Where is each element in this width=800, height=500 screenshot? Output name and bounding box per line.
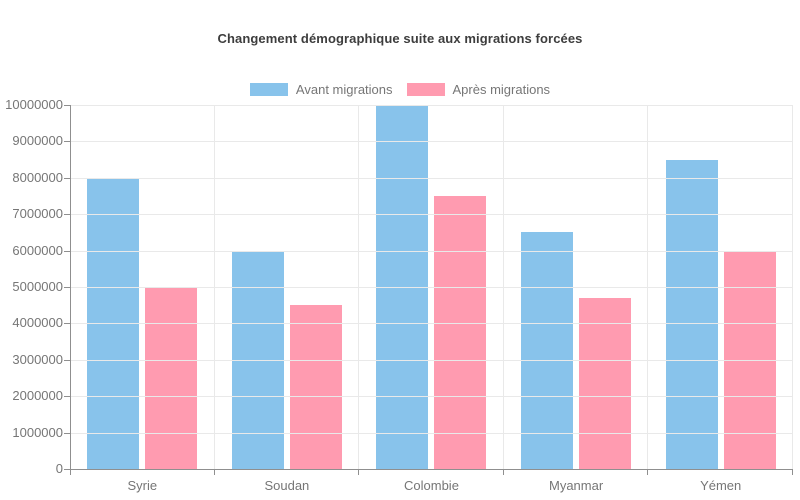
gridline-horizontal	[70, 359, 793, 361]
bar-avant-migrations-myanmar[interactable]	[521, 232, 574, 469]
x-axis-label-myanmar: Myanmar	[549, 478, 604, 493]
y-axis-label: 8000000	[12, 169, 63, 185]
x-tick-mark	[502, 469, 504, 475]
bar-group-myanmar	[504, 105, 649, 469]
x-axis-label-colombie: Colombie	[404, 478, 459, 493]
y-tick-mark	[64, 323, 70, 325]
y-axis-label: 4000000	[12, 315, 63, 331]
legend-label-avant-migrations: Avant migrations	[295, 82, 393, 97]
gridline-horizontal	[70, 287, 793, 288]
legend-label-apres-migrations: Après migrations	[452, 82, 551, 97]
gridline-horizontal	[70, 214, 793, 216]
y-tick-mark	[64, 214, 70, 216]
gridline-vertical	[792, 105, 793, 469]
gridline-vertical	[647, 105, 649, 469]
gridline-vertical	[358, 105, 360, 469]
gridline-vertical	[502, 105, 504, 469]
y-axis-label: 7000000	[12, 206, 63, 222]
y-tick-mark	[64, 250, 70, 252]
gridline-horizontal	[70, 432, 793, 434]
bar-avant-migrations-yemen[interactable]	[665, 159, 718, 469]
x-axis-label-yemen: Yémen	[700, 478, 742, 493]
y-tick-mark	[64, 287, 70, 288]
legend-item-apres-migrations[interactable]: Après migrations	[406, 82, 551, 97]
chart-title: Changement démographique suite aux migra…	[217, 31, 583, 46]
gridline-horizontal	[70, 177, 793, 179]
gridline-horizontal	[70, 396, 793, 398]
y-axis-label: 10000000	[5, 97, 63, 112]
bar-apres-migrations-syrie[interactable]	[145, 287, 198, 469]
legend: Avant migrations Après migrations	[0, 82, 800, 97]
x-axis-label-soudan: Soudan	[264, 478, 310, 493]
y-axis-label: 3000000	[12, 351, 63, 367]
bar-apres-migrations-colombie[interactable]	[434, 196, 487, 469]
y-tick-mark	[64, 432, 70, 434]
bar-apres-migrations-soudan[interactable]	[289, 305, 342, 469]
x-tick-mark	[70, 469, 71, 475]
x-tick-mark	[792, 469, 793, 475]
y-axis-label: 6000000	[12, 242, 63, 258]
y-tick-mark	[64, 141, 70, 143]
legend-item-avant-migrations[interactable]: Avant migrations	[249, 82, 393, 97]
x-tick-mark	[647, 469, 649, 475]
y-axis-line	[70, 105, 71, 469]
plot-area: Syrie Soudan Colombie Myanmar Yémen 0 1000000 2…	[5, 97, 793, 493]
y-axis-label: 1000000	[12, 424, 63, 440]
bar-apres-migrations-myanmar[interactable]	[579, 297, 632, 469]
gridline-vertical	[213, 105, 215, 469]
y-tick-mark	[64, 359, 70, 361]
y-axis-label: 9000000	[12, 133, 63, 149]
legend-swatch-apres-migrations	[406, 83, 445, 96]
y-tick-mark	[64, 105, 70, 106]
y-axis-label: 5000000	[12, 279, 63, 294]
x-axis-label-syrie: Syrie	[127, 478, 158, 493]
x-tick-mark	[213, 469, 215, 475]
gridline-horizontal	[70, 141, 793, 143]
gridline-horizontal	[70, 250, 793, 252]
x-axis-line	[70, 469, 793, 470]
gridline-horizontal	[70, 323, 793, 325]
y-tick-mark	[64, 177, 70, 179]
legend-swatch-avant-migrations	[249, 83, 288, 96]
y-axis-label: 2000000	[12, 388, 63, 404]
y-tick-mark	[64, 396, 70, 398]
x-tick-mark	[358, 469, 360, 475]
y-axis-label: 0	[55, 461, 63, 476]
gridline-horizontal	[70, 105, 793, 106]
y-tick-mark	[64, 469, 70, 470]
